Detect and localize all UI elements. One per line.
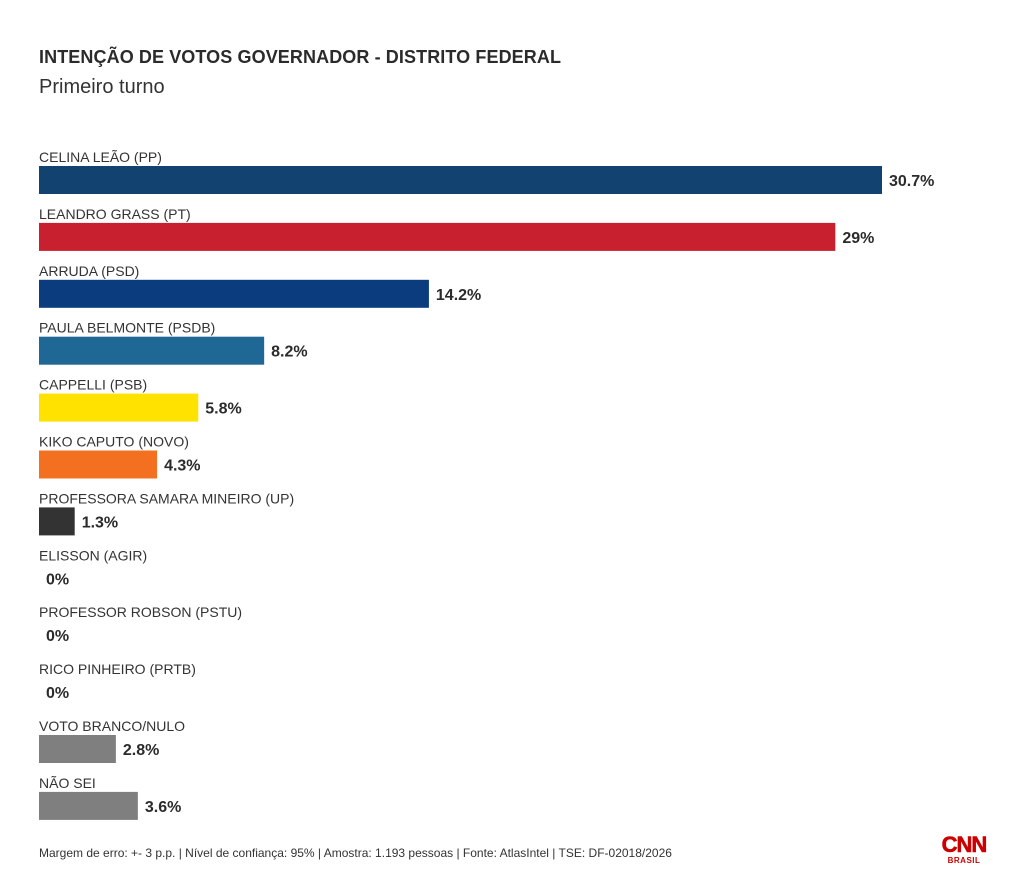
category-label: NÃO SEI: [39, 775, 96, 791]
footnote: Margem de erro: +- 3 p.p. | Nível de con…: [39, 846, 672, 860]
category-label: PAULA BELMONTE (PSDB): [39, 320, 215, 336]
bar: [39, 166, 882, 194]
bar: [39, 393, 199, 422]
logo-subtext: BRASIL: [947, 856, 981, 865]
chart-subtitle: Primeiro turno: [39, 76, 165, 98]
value-label: 4.3%: [164, 458, 200, 475]
category-label: ELISSON (AGIR): [39, 547, 147, 563]
bar: [39, 507, 75, 536]
value-label: 2.8%: [123, 742, 159, 759]
chart-title: INTENÇÃO DE VOTOS GOVERNADOR - DISTRITO …: [39, 47, 562, 67]
category-label: VOTO BRANCO/NULO: [39, 718, 185, 734]
value-label: 29%: [842, 230, 874, 247]
category-label: CAPPELLI (PSB): [39, 377, 147, 393]
bar: [39, 735, 116, 763]
category-label: KIKO CAPUTO (NOVO): [39, 434, 189, 450]
category-label: RICO PINHEIRO (PRTB): [39, 661, 196, 677]
value-label: 1.3%: [82, 514, 118, 531]
bar: [39, 279, 429, 308]
bar: [39, 336, 265, 365]
category-label: LEANDRO GRASS (PT): [39, 206, 191, 222]
category-label: PROFESSOR ROBSON (PSTU): [39, 604, 242, 620]
category-label: PROFESSORA SAMARA MINEIRO (UP): [39, 490, 294, 506]
value-label: 3.6%: [145, 799, 181, 816]
category-label: ARRUDA (PSD): [39, 263, 139, 279]
value-label: 5.8%: [205, 401, 241, 418]
value-label: 30.7%: [889, 173, 934, 190]
value-label: 0%: [46, 685, 69, 702]
bar: [39, 791, 138, 820]
bar-chart: CELINA LEÃO (PP) 30.7% LEANDRO GRASS (PT) 2…: [39, 149, 934, 820]
value-label: 0%: [46, 571, 69, 588]
bar: [39, 222, 836, 251]
value-label: 14.2%: [436, 287, 481, 304]
cnn-brasil-logo: CNN BRASIL: [940, 832, 988, 870]
bar: [39, 450, 158, 479]
logo-text: CNN: [941, 832, 987, 857]
value-label: 0%: [46, 628, 69, 645]
category-label: CELINA LEÃO (PP): [39, 149, 162, 165]
value-label: 8.2%: [271, 344, 307, 361]
